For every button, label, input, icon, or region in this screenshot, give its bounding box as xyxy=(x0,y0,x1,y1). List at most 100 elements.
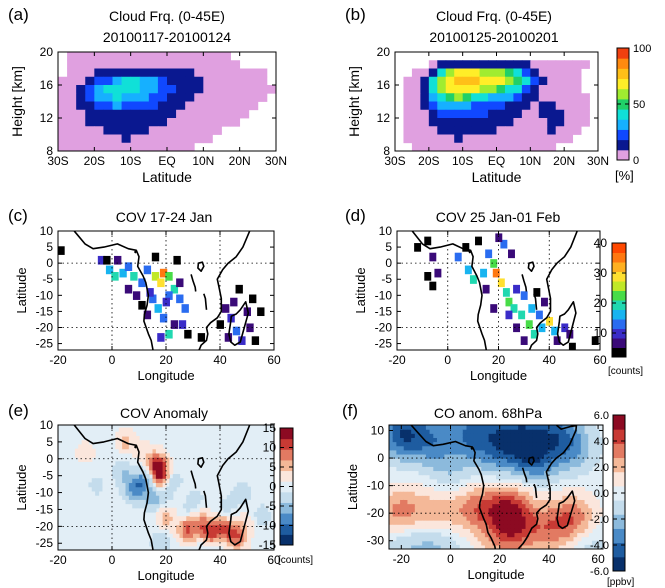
field-cell xyxy=(199,528,204,534)
field-cell xyxy=(422,499,427,505)
heatmap-cell xyxy=(488,126,497,135)
field-cell xyxy=(414,520,420,525)
y-tick-label: 0 xyxy=(385,256,392,270)
heatmap-cell xyxy=(157,52,168,61)
field-cell xyxy=(529,503,534,509)
field-cell xyxy=(510,474,516,480)
field-cell xyxy=(555,495,560,500)
field-cell xyxy=(507,441,512,447)
field-cell xyxy=(145,473,150,479)
field-cell xyxy=(159,537,164,543)
field-cell xyxy=(125,482,130,488)
panel-d-letter: (d) xyxy=(345,206,366,225)
field-cell xyxy=(573,507,578,513)
heatmap-cell xyxy=(547,93,557,102)
heatmap-cell xyxy=(148,109,159,119)
heatmap-cell xyxy=(194,68,204,78)
field-cell xyxy=(555,429,560,434)
heatmap-cell xyxy=(76,52,86,61)
heatmap-cell xyxy=(513,76,523,86)
field-cell xyxy=(396,487,401,492)
field-cell xyxy=(484,507,490,513)
heatmap-cell xyxy=(94,109,104,119)
field-cell xyxy=(226,499,231,505)
x-tick-label: EQ xyxy=(488,154,505,168)
panel-e: (e) COV Anomaly -20 0 20 40 601050-5-10-15-2… xyxy=(8,401,281,583)
cov-cell xyxy=(530,329,538,339)
field-cell xyxy=(455,507,460,513)
heatmap-cell xyxy=(488,142,497,152)
x-tick-label: -20 xyxy=(393,552,411,566)
field-cell xyxy=(196,499,201,505)
field-cell xyxy=(503,449,508,455)
field-cell xyxy=(451,474,457,480)
field-cell xyxy=(551,441,556,447)
field-cell xyxy=(558,425,564,430)
heatmap-cell xyxy=(103,118,113,127)
heatmap-cell xyxy=(121,85,132,94)
heatmap-cell xyxy=(547,68,557,78)
field-cell xyxy=(166,465,170,471)
colorbar-swatch xyxy=(612,262,626,272)
field-cell xyxy=(88,457,93,462)
field-cell xyxy=(159,469,164,475)
field-cell xyxy=(257,507,262,513)
field-cell xyxy=(551,429,556,434)
field-cell xyxy=(425,511,431,517)
colorbar-swatch xyxy=(280,459,293,472)
heatmap-cell xyxy=(167,126,177,135)
field-cell xyxy=(206,541,211,547)
field-cell xyxy=(433,437,438,443)
field-cell xyxy=(588,544,593,549)
field-cell xyxy=(118,490,123,496)
heatmap-cell xyxy=(555,109,565,119)
field-cell xyxy=(403,437,409,443)
field-cell xyxy=(514,528,519,534)
field-cell xyxy=(169,507,174,513)
field-cell xyxy=(411,503,416,509)
heatmap-cell xyxy=(85,109,95,119)
field-cell xyxy=(484,425,490,430)
field-cell xyxy=(551,491,556,496)
field-cell xyxy=(422,449,427,455)
field-cell xyxy=(213,541,218,547)
y-tick-label: 10 xyxy=(379,224,393,238)
field-cell xyxy=(440,462,445,467)
colorbar-units: [counts] xyxy=(608,366,643,377)
field-cell xyxy=(555,449,560,455)
heatmap-cell xyxy=(496,142,506,152)
field-cell xyxy=(226,541,231,547)
field-cell xyxy=(562,445,567,451)
heatmap-cell xyxy=(212,126,222,135)
field-cell xyxy=(540,495,545,500)
field-cell xyxy=(459,532,464,538)
field-cell xyxy=(260,507,265,513)
field-cell xyxy=(411,458,416,463)
field-cell xyxy=(510,462,516,467)
field-cell xyxy=(448,470,453,476)
field-cell xyxy=(595,515,600,521)
field-cell xyxy=(591,507,597,513)
field-cell xyxy=(250,520,255,526)
field-cell xyxy=(525,491,530,496)
colorbar-tick-label: 0 xyxy=(633,155,639,167)
field-cell xyxy=(389,515,394,521)
field-cell xyxy=(263,507,268,513)
field-cell xyxy=(169,478,174,484)
field-cell xyxy=(414,536,420,542)
heatmap-cell xyxy=(221,60,231,69)
heatmap-cell xyxy=(471,109,480,119)
field-cell xyxy=(459,474,464,480)
field-cell xyxy=(166,541,170,547)
x-tick-label: 40 xyxy=(543,353,557,367)
heatmap-cell xyxy=(471,76,480,86)
field-cell xyxy=(444,515,449,521)
field-cell xyxy=(414,524,420,529)
field-cell xyxy=(436,470,442,476)
field-cell xyxy=(503,458,508,463)
field-cell xyxy=(492,532,497,538)
field-cell xyxy=(436,437,442,443)
field-cell xyxy=(135,465,140,471)
field-cell xyxy=(418,503,423,509)
colorbar-swatch xyxy=(617,88,629,100)
